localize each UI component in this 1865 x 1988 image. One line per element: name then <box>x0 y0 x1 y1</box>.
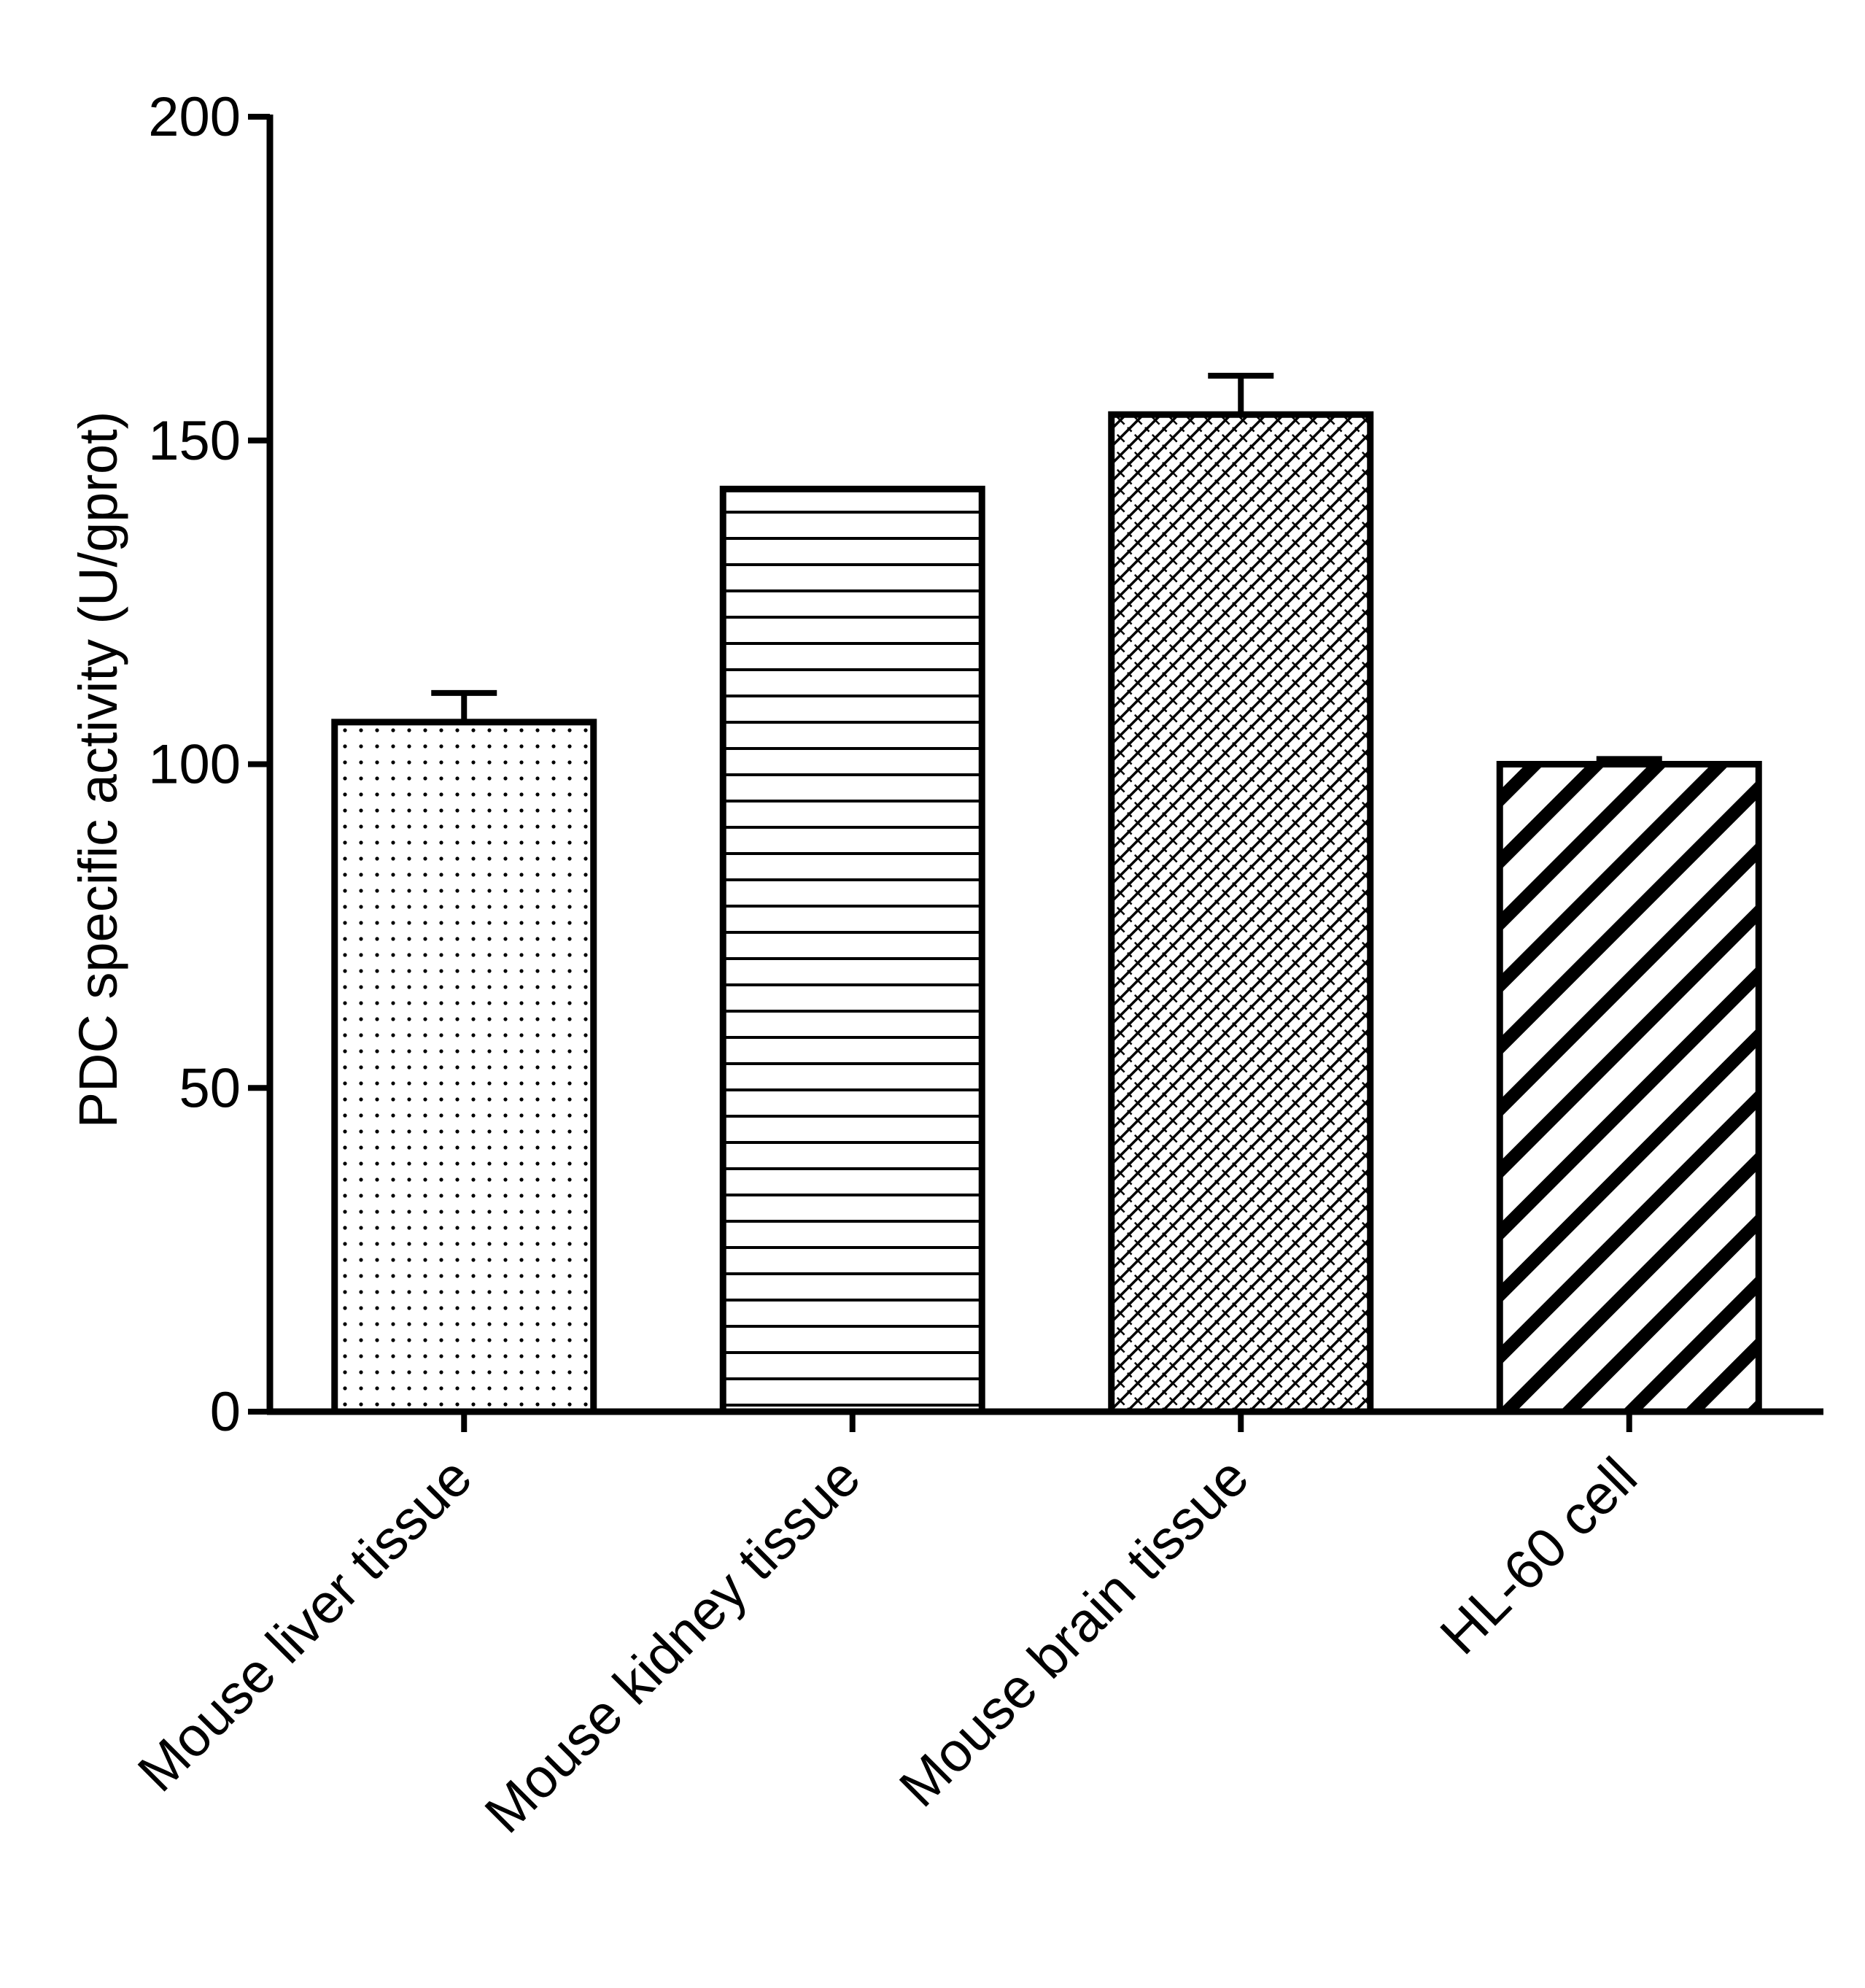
bars <box>331 411 1762 1415</box>
x-tick-label: HL-60 cell <box>1429 1446 1649 1666</box>
y-tick-label: 200 <box>148 86 241 148</box>
bar <box>719 485 985 1415</box>
error-bars <box>431 373 1662 765</box>
y-axis: 0 50 100 150 200 <box>148 86 274 1443</box>
bar <box>331 719 597 1415</box>
x-tick-label: Mouse kidney tissue <box>473 1446 872 1845</box>
y-tick-label: 0 <box>210 1381 241 1443</box>
y-tick-label: 100 <box>148 734 241 796</box>
y-axis-title: PDC specific activity (U/gprot) <box>68 411 128 1129</box>
y-tick-label: 50 <box>179 1057 241 1119</box>
bar <box>1108 411 1374 1415</box>
x-tick-label: Mouse liver tissue <box>126 1446 484 1803</box>
x-tick-label: Mouse brain tissue <box>888 1446 1260 1819</box>
bar <box>1496 761 1762 1415</box>
y-tick-label: 150 <box>148 410 241 472</box>
